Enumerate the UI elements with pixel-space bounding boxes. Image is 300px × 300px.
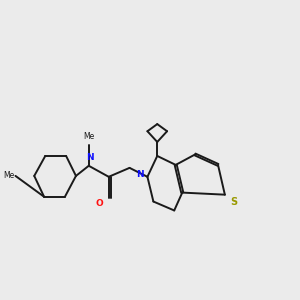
Text: Me: Me [83,132,94,141]
Text: N: N [136,170,144,179]
Text: Me: Me [3,171,14,180]
Text: S: S [230,197,237,207]
Text: O: O [96,199,103,208]
Text: N: N [86,153,94,162]
